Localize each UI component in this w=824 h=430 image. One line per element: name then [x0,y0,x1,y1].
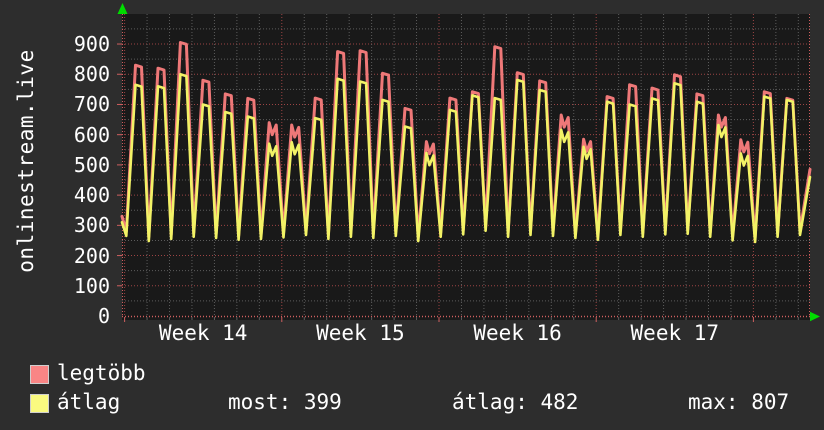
y-axis-label: 0 [97,304,110,328]
legend-swatch-max [30,365,49,384]
y-axis-arrow-icon [117,3,128,14]
y-axis-label: 100 [73,273,110,298]
x-axis-week-label: Week 15 [316,321,405,345]
legend-label-max: legtöbb [57,361,146,385]
stat-atlag: átlag: 482 [452,390,579,414]
x-axis-week-label: Week 14 [158,321,248,345]
x-axis-week-label: Week 17 [630,321,720,345]
y-axis-label: 600 [73,122,110,147]
y-axis-label: 500 [73,152,110,177]
stat-max: max: 807 [688,390,790,414]
y-axis-label: 200 [73,243,110,268]
x-axis-week-label: Week 16 [473,321,562,345]
y-axis-label: 700 [73,92,110,117]
legend-label-avg: átlag [57,390,121,414]
stat-most: most: 399 [228,390,342,414]
y-axis-label: 800 [73,62,110,87]
y-axis-label: 400 [73,183,110,208]
y-axis-label: 900 [73,32,110,57]
legend-swatch-avg [30,394,49,413]
x-axis-arrow-icon [810,311,820,322]
avg-series-line [120,72,812,244]
y-axis-label: 300 [73,213,110,238]
vertical-axis-title: onlinestream.live [14,49,38,273]
